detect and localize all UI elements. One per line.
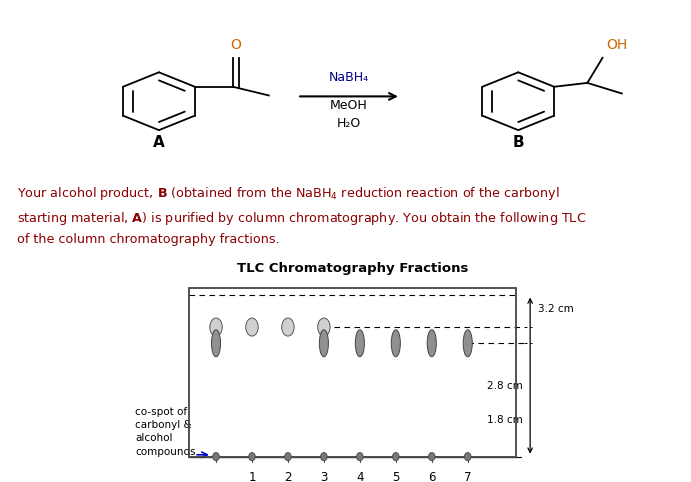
Text: 3.2 cm: 3.2 cm [538,304,574,314]
Ellipse shape [285,453,291,461]
Ellipse shape [464,453,471,461]
Text: 6: 6 [428,471,435,482]
Text: 1.8 cm: 1.8 cm [487,415,522,425]
Ellipse shape [357,453,363,461]
Ellipse shape [246,318,258,336]
Ellipse shape [319,330,328,357]
Text: OH: OH [606,38,627,52]
Ellipse shape [463,330,472,357]
Text: 7: 7 [464,471,471,482]
Text: Your alcohol product, $\mathbf{B}$ (obtained from the NaBH$_4$ reduction reactio: Your alcohol product, $\mathbf{B}$ (obta… [17,185,587,246]
Text: 4: 4 [356,471,363,482]
Ellipse shape [210,318,223,336]
Ellipse shape [355,330,364,357]
Text: 3: 3 [320,471,328,482]
Text: B: B [513,134,524,150]
Text: 1: 1 [248,471,256,482]
Text: 2.8 cm: 2.8 cm [487,381,522,391]
Ellipse shape [249,453,255,461]
Ellipse shape [427,330,436,357]
Ellipse shape [213,453,219,461]
Text: TLC Chromatography Fractions: TLC Chromatography Fractions [237,262,468,275]
Ellipse shape [321,453,328,461]
Ellipse shape [282,318,294,336]
Text: co-spot of
carbonyl &
alcohol
compounds: co-spot of carbonyl & alcohol compounds [135,407,196,456]
Text: NaBH₄: NaBH₄ [329,71,369,84]
Text: MeOH: MeOH [330,99,368,112]
Text: A: A [153,134,165,150]
Text: 5: 5 [392,471,399,482]
Text: H₂O: H₂O [337,117,361,130]
Ellipse shape [428,453,435,461]
Text: O: O [230,38,241,52]
Ellipse shape [211,330,220,357]
Ellipse shape [392,453,399,461]
Ellipse shape [391,330,400,357]
Bar [189,288,515,456]
Text: 2: 2 [284,471,292,482]
Ellipse shape [318,318,330,336]
